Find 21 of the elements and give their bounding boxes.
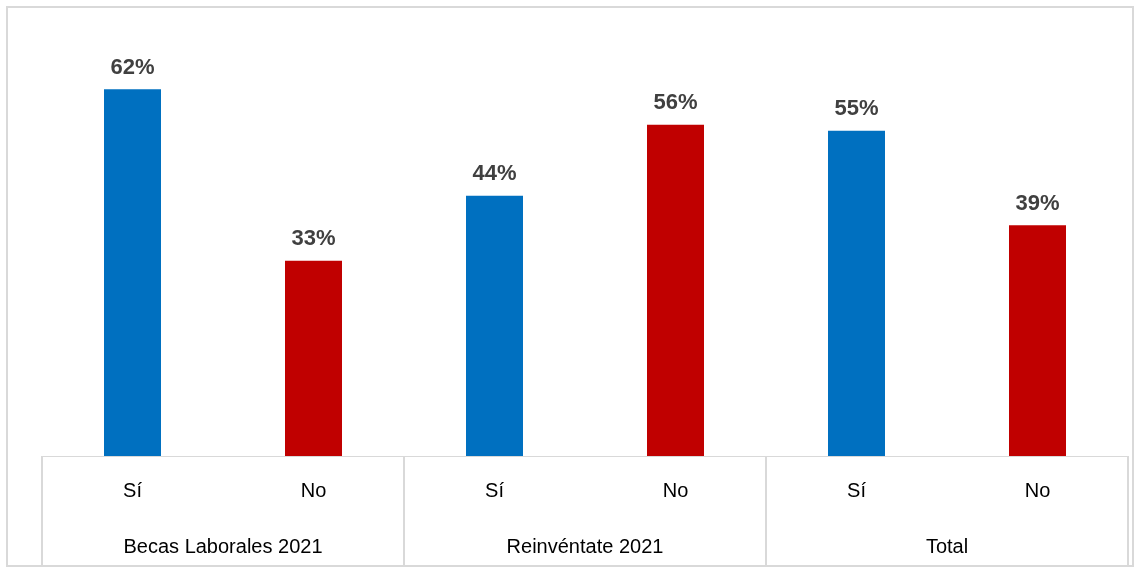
data-label: 39% [1015,189,1060,215]
text: Total [925,535,969,557]
x-tick-label: No [662,479,689,501]
data-label: 33% [291,225,336,251]
data-label: 62% [110,53,155,79]
bar [285,260,342,456]
text: Becas Laborales 2021 [123,535,323,557]
bar [1009,225,1066,456]
bar [466,195,523,456]
bar [828,130,885,456]
bar [647,124,704,456]
bar [104,89,161,456]
x-tick-label: Sí [485,479,505,501]
data-label: 55% [834,95,879,121]
data-label: 56% [653,89,698,115]
x-tick-label: No [1024,479,1051,501]
text: Reinvéntate 2021 [506,535,664,557]
x-tick-label: Sí [847,479,867,501]
x-tick-label: Sí [123,479,143,501]
data-label: 44% [472,160,517,186]
x-tick-label: No [300,479,327,501]
